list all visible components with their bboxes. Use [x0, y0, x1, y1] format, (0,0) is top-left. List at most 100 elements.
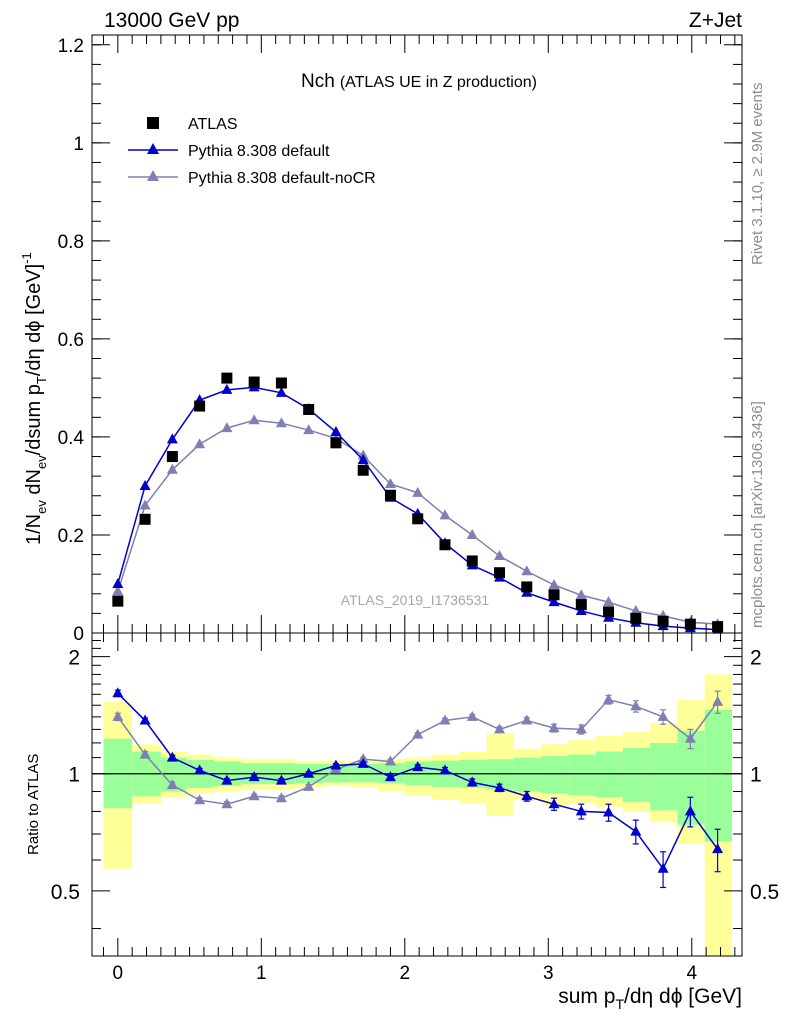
legend-label-default: Pythia 8.308 default [188, 143, 330, 160]
ratio-y-tick-label-right: 0.5 [750, 881, 779, 904]
main-plot-data [112, 372, 724, 634]
stat-uncertainty-bin [513, 757, 542, 792]
mcplots-label: mcplots.cern.ch [arXiv:1306.3436] [749, 401, 766, 628]
main-y-axis-title: 1/Nev dNev/dsum pT/dη dϕ [GeV]-1 [19, 252, 49, 545]
point-default [112, 577, 124, 588]
point-atlas [630, 612, 642, 624]
ratio-plot-data [112, 687, 724, 889]
ratio-point-nocr [384, 755, 396, 766]
ratio-y-tick-label-right: 1 [750, 764, 762, 787]
ratio-point-default [494, 781, 506, 792]
point-nocr [166, 463, 178, 474]
ratio-point-nocr [712, 695, 724, 706]
point-atlas [166, 451, 178, 463]
point-nocr [412, 486, 424, 497]
point-nocr [521, 565, 533, 576]
point-atlas [112, 595, 124, 607]
ratio-point-default [412, 761, 424, 772]
point-atlas [357, 464, 369, 476]
ratio-point-default [657, 862, 669, 873]
legend-marker-atlas [147, 117, 159, 129]
ratio-point-nocr [139, 748, 151, 759]
watermark-analysis: ATLAS_2019_I1736531 [341, 592, 490, 608]
ratio-point-default [521, 790, 533, 801]
ratio-plot-axes: 0.5 0.5 1 1 2 2 0 1 2 3 4 [51, 633, 779, 984]
ratio-point-default [466, 776, 478, 787]
ratio-point-default [166, 751, 178, 762]
ratio-point-nocr [630, 700, 642, 711]
ratio-point-nocr [466, 710, 478, 721]
main-y-tick-label: 0.4 [58, 428, 85, 449]
point-nocr [221, 422, 233, 433]
ratio-point-default [548, 798, 560, 809]
header-process-label: Z+Jet [689, 9, 742, 32]
point-default [221, 383, 233, 394]
ratio-point-nocr [548, 722, 560, 733]
ratio-point-nocr [275, 792, 287, 803]
point-atlas [684, 618, 696, 630]
ratio-point-nocr [112, 710, 124, 721]
main-y-tick-label: 0.8 [58, 232, 84, 253]
point-atlas [194, 400, 206, 412]
ratio-point-nocr [412, 728, 424, 739]
point-nocr [139, 499, 151, 510]
point-atlas [221, 372, 233, 384]
rivet-label: Rivet 3.1.10, ≥ 2.9M events [749, 83, 766, 266]
point-nocr [439, 509, 451, 520]
point-atlas [412, 513, 424, 525]
stat-uncertainty-bin [650, 742, 678, 811]
x-tick-label: 0 [113, 963, 124, 984]
ratio-y-tick-label: 2 [68, 647, 80, 670]
point-atlas [575, 599, 587, 611]
point-nocr [548, 578, 560, 589]
point-atlas [494, 567, 506, 579]
main-y-tick-label: 1 [73, 134, 84, 155]
ratio-plot-frame [91, 632, 743, 957]
main-plot-axes: 0 0.2 0.4 0.6 0.8 1 1.2 [58, 35, 742, 645]
ratio-point-default [603, 806, 615, 817]
ratio-plot-panel: 0.5 0.5 1 1 2 2 0 1 2 3 4 Ratio to ATLAS sum pT/dη… [25, 632, 779, 1012]
point-nocr [603, 596, 615, 607]
x-tick-label: 3 [543, 963, 554, 984]
ratio-point-nocr [657, 710, 669, 721]
point-default [166, 433, 178, 444]
point-nocr [303, 424, 315, 435]
ratio-point-nocr [221, 798, 233, 809]
ratio-point-default [439, 764, 451, 775]
ratio-point-nocr [248, 790, 260, 801]
point-atlas [712, 621, 724, 633]
point-atlas [603, 606, 615, 618]
point-nocr [384, 477, 396, 488]
ratio-point-nocr [603, 693, 615, 704]
ratio-point-nocr [521, 714, 533, 725]
point-default [139, 479, 151, 490]
plot-title: Nch (ATLAS UE in Z production) [301, 71, 537, 92]
ratio-point-nocr [684, 732, 696, 743]
ratio-point-default [575, 805, 587, 816]
point-default [330, 426, 342, 437]
ratio-point-default [630, 825, 642, 836]
ratio-point-nocr [575, 723, 587, 734]
main-y-tick-label: 0.2 [58, 526, 84, 547]
plot-title-sub: (ATLAS UE in Z production) [340, 74, 537, 91]
ratio-point-nocr [494, 723, 506, 734]
point-nocr [494, 550, 506, 561]
ratio-point-default [194, 764, 206, 775]
ratio-y-tick-label-right: 2 [750, 647, 762, 670]
header-collision-label: 13000 GeV pp [104, 9, 239, 32]
ratio-point-nocr [166, 779, 178, 790]
point-nocr [630, 604, 642, 615]
legend-marker-default [147, 143, 159, 154]
stat-uncertainty-bin [568, 754, 596, 796]
ratio-point-nocr [303, 780, 315, 791]
ratio-y-tick-label: 1 [68, 764, 80, 787]
ratio-uncertainty-bands [92, 674, 742, 956]
stat-uncertainty-bin [622, 747, 651, 803]
ratio-point-default [248, 771, 260, 782]
point-default [357, 453, 369, 464]
point-nocr [466, 528, 478, 539]
x-axis-title: sum pT/dη dϕ [GeV] [558, 985, 742, 1012]
x-tick-label: 2 [400, 963, 411, 984]
ratio-point-default [303, 767, 315, 778]
